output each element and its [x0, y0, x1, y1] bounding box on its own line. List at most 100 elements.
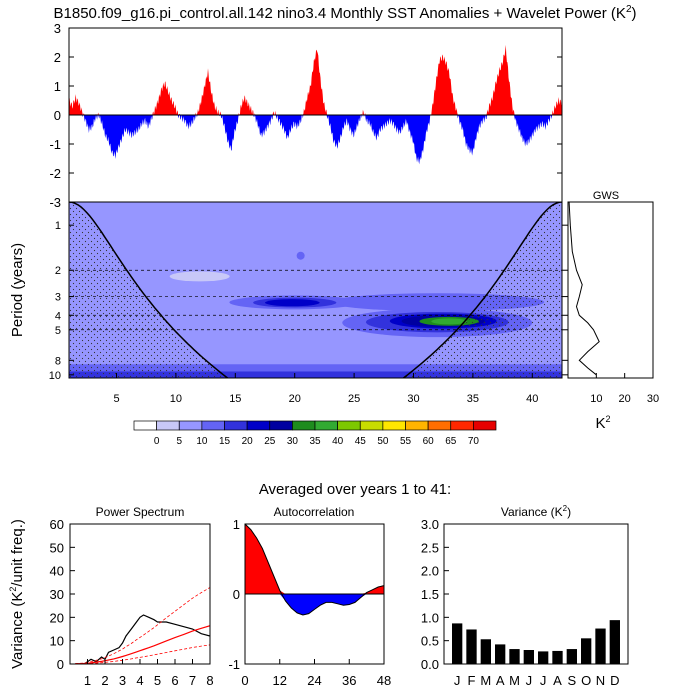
power-contour-20	[265, 299, 320, 307]
y-tick-label: 3.0	[421, 517, 439, 532]
colorbar-swatch	[224, 420, 248, 431]
y-tick-label: 2	[54, 50, 61, 65]
wavelet-power-panel: 1 2 3 4 5 8 10 5 10 15 20 25 30 35 40 Period (years)	[9, 201, 568, 405]
colorbar-swatch	[178, 420, 203, 431]
x-tick-label: 10	[170, 393, 182, 405]
x-tick-label: 7	[189, 673, 196, 688]
subtitle: Averaged over years 1 to 41:	[259, 481, 451, 498]
variance-panel: Variance (K2) J F M A M J J A S O N D0.00.51.01.52.…	[421, 504, 629, 688]
y-tick-label: 5	[55, 325, 61, 337]
colorbar-swatch	[269, 420, 293, 431]
variance-bar	[595, 628, 606, 664]
positive-anomaly-area	[69, 44, 562, 115]
y-tick-label: 3	[54, 21, 61, 36]
variance-bar	[609, 620, 620, 664]
y-tick-label: -3	[49, 195, 61, 210]
colorbar-label: 35	[309, 436, 321, 447]
gws-x-tick-label: 10	[590, 393, 602, 405]
colorbar-label: 0	[154, 436, 160, 447]
x-tick-label: 40	[526, 393, 538, 405]
y-tick-label: 20	[50, 610, 64, 625]
cone-of-influence-hatch	[69, 202, 562, 378]
x-tick-label: 12	[273, 673, 287, 688]
colorbar-swatch	[156, 420, 180, 431]
spectrum-line-red_noise	[75, 625, 210, 664]
colorbar-swatch	[450, 420, 474, 431]
y-tick-label: 2.0	[421, 564, 439, 579]
colorbar-swatch	[246, 420, 271, 431]
y-tick-label: 30	[50, 587, 64, 602]
colorbar-swatch	[314, 420, 338, 431]
x-tick-label: F	[468, 673, 476, 688]
x-tick-label: 36	[342, 673, 356, 688]
main-title: B1850.f09_g16.pi_control.all.142 nino3.4…	[54, 4, 637, 22]
wavelet-frame	[68, 201, 563, 379]
colorbar-swatch	[473, 420, 497, 431]
y-tick-label: -1	[228, 657, 240, 672]
gws-x-tick-label: 20	[619, 393, 631, 405]
x-tick-label: 5	[113, 393, 119, 405]
y-tick-label: 50	[50, 540, 64, 555]
colorbar-swatch	[201, 420, 225, 431]
gws-title: GWS	[593, 190, 619, 202]
y-tick-label: 0.0	[421, 657, 439, 672]
variance-bar	[509, 649, 520, 664]
power-spectrum-panel: Power Spectrum 0 10 20 30 40 50 60 1 2 3 4 5 6 7 8 Var…	[8, 505, 214, 688]
gws-frame	[567, 201, 654, 379]
colorbar-label: 25	[264, 436, 276, 447]
x-tick-label: 1	[84, 673, 91, 688]
x-tick-label: A	[496, 673, 505, 688]
variance-bar	[452, 623, 463, 664]
colorbar-label: 10	[196, 436, 208, 447]
y-tick-label: 10	[50, 634, 64, 649]
y-tick-label: 4	[55, 310, 61, 322]
wavelet-ylabel: Period (years)	[9, 243, 26, 337]
y-tick-label: 0	[57, 657, 64, 672]
colorbar-swatch	[382, 420, 406, 431]
x-tick-label: J	[526, 673, 533, 688]
colorbar-label: 15	[219, 436, 231, 447]
colorbar-swatch	[337, 420, 361, 431]
power-contour-35	[431, 318, 467, 325]
y-tick-label: -1	[49, 137, 61, 152]
x-tick-label: S	[567, 673, 576, 688]
colorbar-swatch	[405, 420, 429, 431]
colorbar-label: 60	[423, 436, 435, 447]
autocorrelation-panel: Autocorrelation 10-10 12 24 36 48	[228, 505, 391, 688]
y-tick-label: 1	[54, 79, 61, 94]
x-tick-label: 5	[154, 673, 161, 688]
y-tick-label: 0	[54, 108, 61, 123]
colorbar-label: 70	[468, 436, 480, 447]
power-spectrum-title: Power Spectrum	[96, 505, 185, 519]
negative-anomaly-area	[69, 115, 562, 165]
colorbar-label: 45	[355, 436, 367, 447]
x-tick-label: O	[581, 673, 591, 688]
x-tick-label: D	[610, 673, 619, 688]
y-tick-label: 40	[50, 564, 64, 579]
y-tick-label: 60	[50, 517, 64, 532]
gws-line	[568, 201, 600, 376]
x-tick-label: 3	[119, 673, 126, 688]
x-tick-label: 4	[136, 673, 143, 688]
colorbar-label: 55	[400, 436, 412, 447]
power-contour-low	[169, 271, 230, 282]
colorbar-swatch	[133, 420, 157, 431]
autocorrelation-title: Autocorrelation	[274, 505, 355, 519]
y-tick-label: 1	[55, 220, 61, 232]
y-tick-label: 1.0	[421, 610, 439, 625]
autocorr-line	[245, 524, 384, 616]
power-spectrum-frame	[69, 523, 211, 665]
colorbar-label: 30	[287, 436, 299, 447]
spectrum-line-upper_95	[75, 587, 210, 664]
x-tick-label: 48	[377, 673, 391, 688]
x-tick-label: 35	[467, 393, 479, 405]
x-tick-label: M	[509, 673, 520, 688]
colorbar-swatch	[292, 420, 316, 431]
x-tick-label: M	[480, 673, 491, 688]
sst-timeseries-panel: 3 2 1 0 -1 -2 -3	[49, 21, 563, 210]
y-tick-label: 2.5	[421, 540, 439, 555]
x-tick-label: 8	[206, 673, 213, 688]
x-tick-label: J	[540, 673, 547, 688]
x-tick-label: 24	[307, 673, 321, 688]
